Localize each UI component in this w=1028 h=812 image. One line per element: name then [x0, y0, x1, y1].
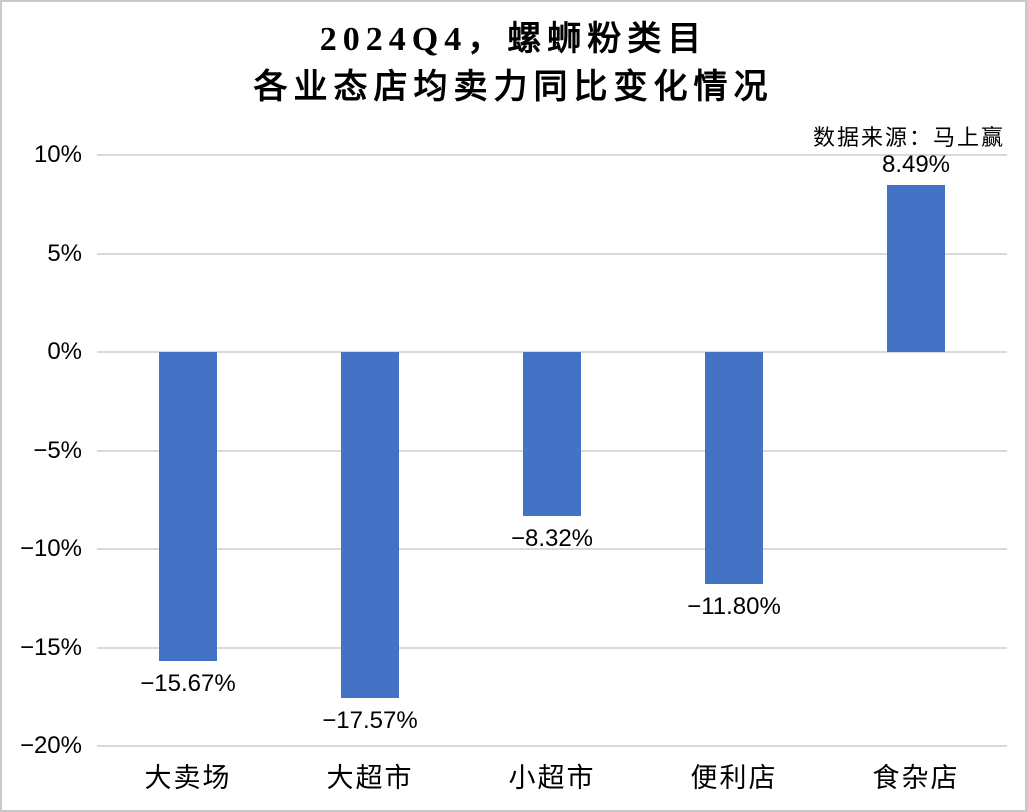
value-label-便利店: −11.80% [687, 593, 781, 621]
y-tick-label-5%: 5% [47, 239, 82, 267]
chart-title: 2024Q4，螺蛳粉类目 各业态店均卖力同比变化情况 [2, 16, 1025, 112]
value-label-大超市: −17.57% [322, 707, 418, 735]
value-label-食杂店: 8.49% [881, 150, 951, 178]
chart-title-line-2: 各业态店均卖力同比变化情况 [253, 69, 774, 106]
y-tick-label-−5%: −5% [33, 436, 82, 464]
chart-title-line-1: 2024Q4，螺蛳粉类目 [319, 21, 708, 58]
category-label-食杂店: 食杂店 [872, 763, 960, 793]
gridline-−15% [97, 646, 1007, 649]
category-label-大超市: 大超市 [326, 763, 414, 793]
category-label-大卖场: 大卖场 [144, 763, 232, 793]
y-tick-label-0%: 0% [47, 338, 82, 365]
source-note: 数据来源：马上赢 [812, 125, 1005, 150]
bar-食杂店 [887, 184, 945, 352]
y-tick-label-10%: 10% [33, 141, 82, 168]
bar-小超市 [523, 352, 581, 516]
value-label-大卖场: −15.67% [140, 669, 236, 697]
y-tick-label-−20%: −20% [19, 732, 82, 759]
gridline-5% [97, 252, 1007, 255]
value-label-小超市: −8.32% [510, 524, 594, 552]
bar-便利店 [705, 352, 763, 585]
bar-大超市 [341, 352, 399, 699]
category-label-便利店: 便利店 [690, 763, 778, 793]
gridline-−20% [97, 745, 1007, 747]
y-tick-label-−10%: −10% [19, 535, 82, 562]
gridline-10% [97, 154, 1007, 156]
gridline-−10% [97, 548, 1007, 550]
plot-area: −15.67% 大卖场 −17.57% 大超市 −8.32% 小超市 −11.80% 便利店 8… [97, 151, 1007, 793]
y-tick-label-−15%: −15% [19, 633, 82, 661]
bar-大卖场 [159, 352, 217, 661]
category-label-小超市: 小超市 [508, 763, 596, 793]
